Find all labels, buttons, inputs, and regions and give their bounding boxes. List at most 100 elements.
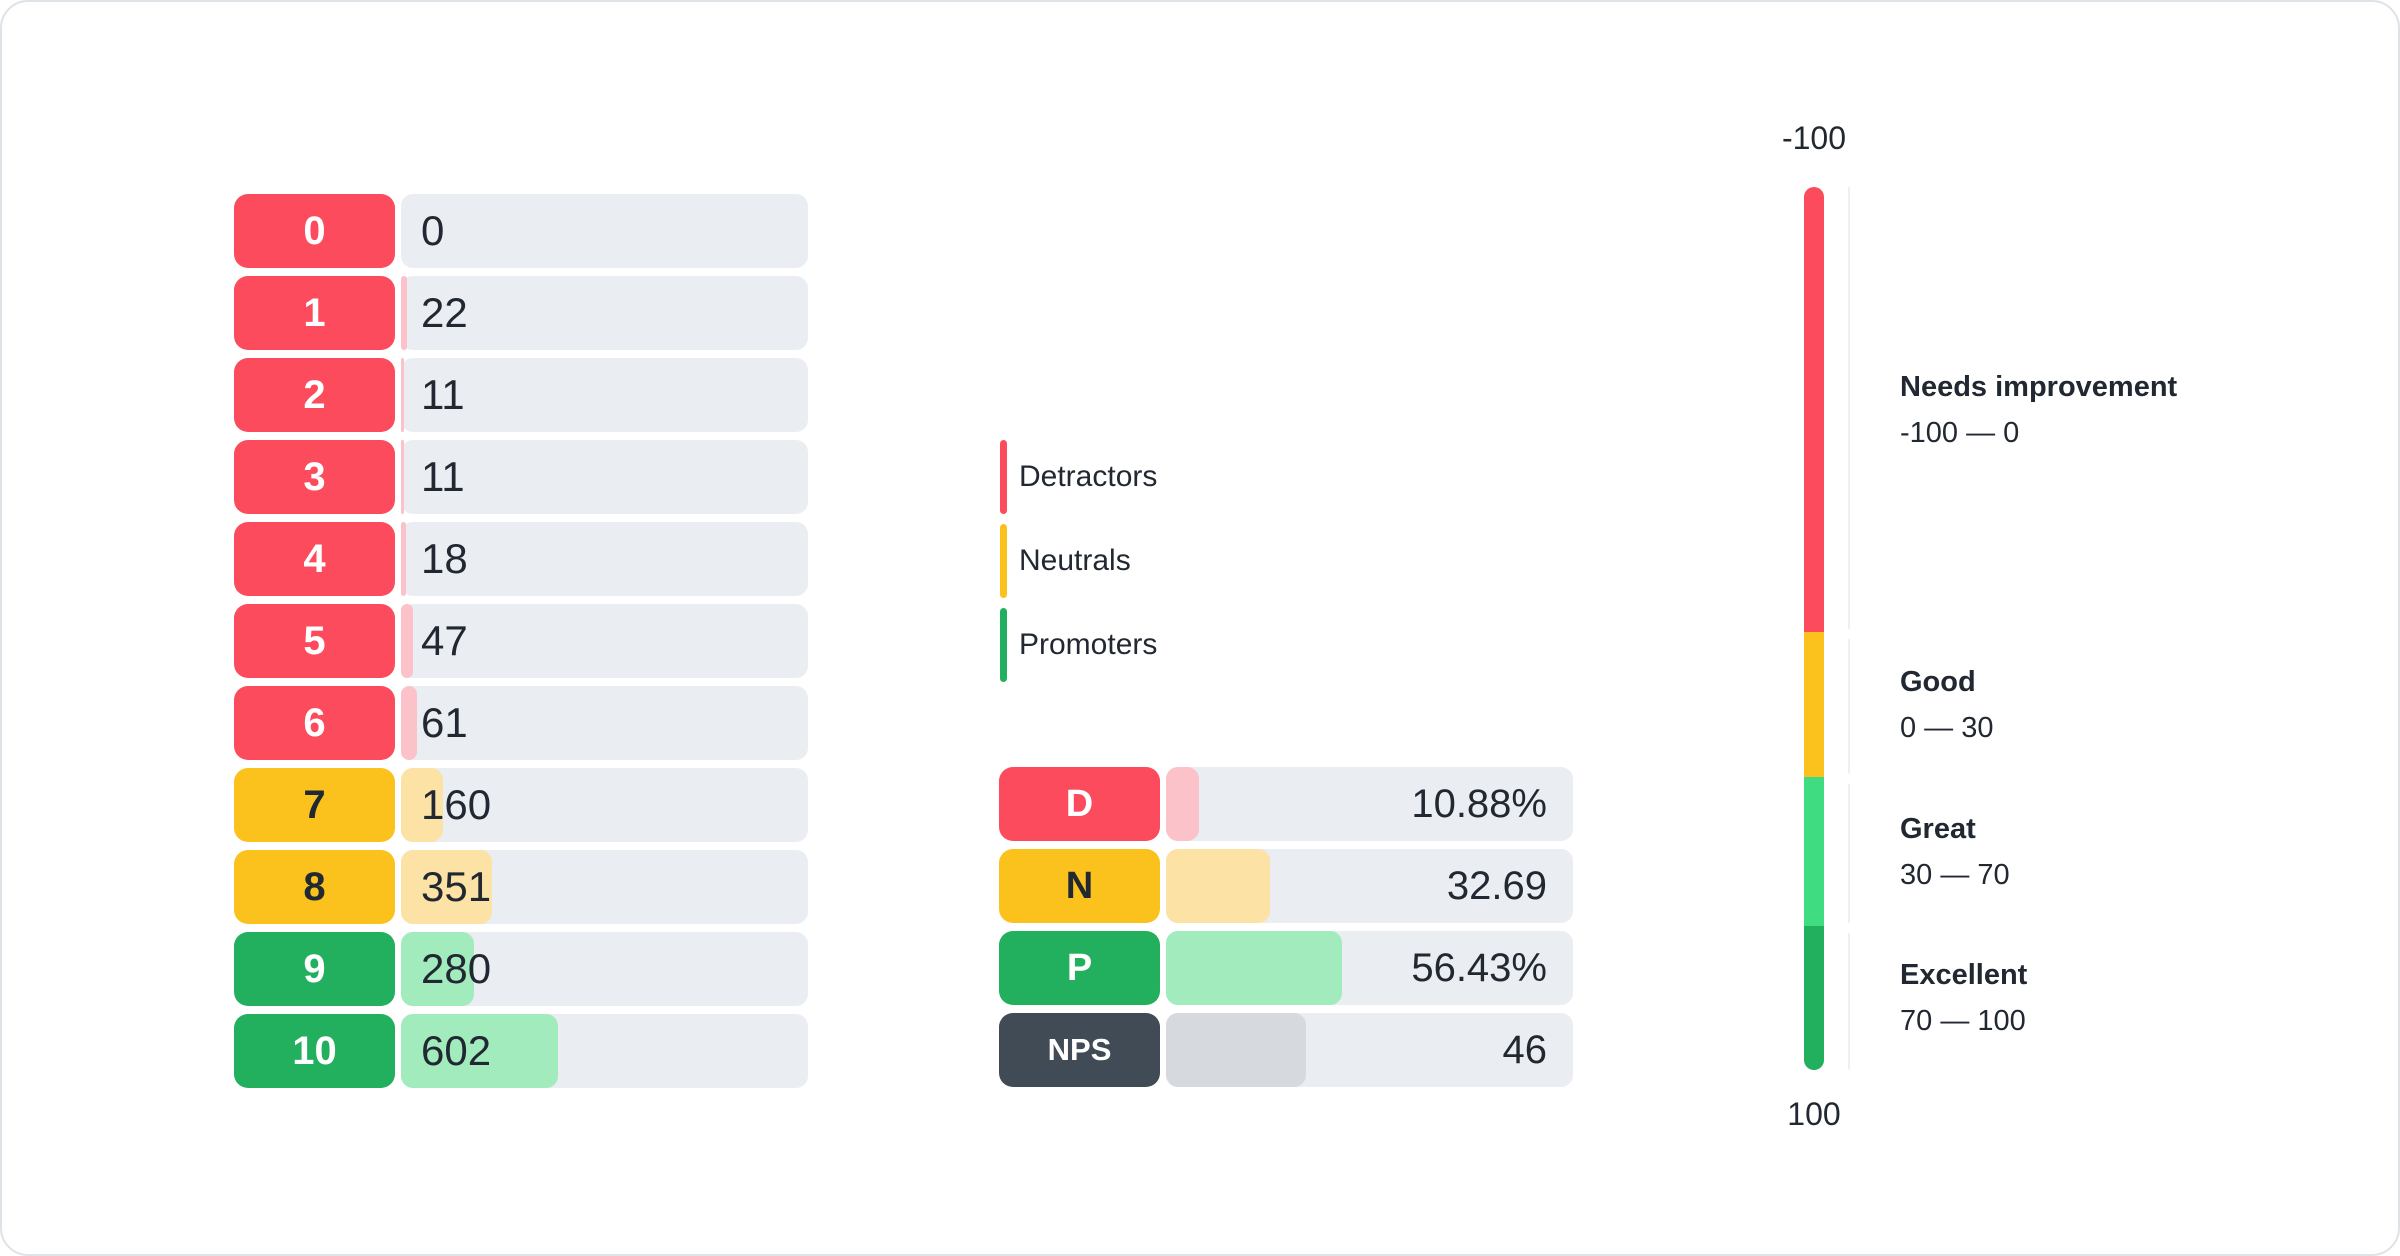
- score-bar-fill: [401, 686, 417, 760]
- summary-bar-fill: [1166, 931, 1342, 1005]
- summary-bar-fill: [1166, 767, 1199, 841]
- score-row: 6 61: [234, 686, 808, 760]
- summary-track: 56.43%: [1166, 931, 1573, 1005]
- gauge-divider-segment: [1848, 639, 1850, 774]
- legend-label: Promoters: [1019, 628, 1158, 661]
- summary-bar-fill: [1166, 1013, 1306, 1087]
- score-bar-fill: [401, 440, 404, 514]
- score-bar-fill: [401, 604, 414, 678]
- legend-label: Neutrals: [1019, 544, 1131, 577]
- score-row: 10 602: [234, 1014, 808, 1088]
- score-bar-fill: [401, 522, 406, 596]
- score-pill: 6: [234, 686, 395, 760]
- summary-chart: D 10.88% N 32.69 P 56.43% NPS 46: [999, 767, 1573, 1087]
- score-pill: 2: [234, 358, 395, 432]
- summary-row: NPS 46: [999, 1013, 1573, 1087]
- score-track: 47: [401, 604, 808, 678]
- gauge-zone-label: Excellent 70 — 100: [1900, 952, 2027, 1044]
- gauge-segment-green_bright: [1804, 777, 1824, 926]
- summary-pill: NPS: [999, 1013, 1160, 1087]
- score-pill: 5: [234, 604, 395, 678]
- score-row: 5 47: [234, 604, 808, 678]
- summary-track: 32.69: [1166, 849, 1573, 923]
- gauge-zone-label: Great 30 — 70: [1900, 806, 2010, 898]
- score-pill: 0: [234, 194, 395, 268]
- score-pill: 8: [234, 850, 395, 924]
- summary-value: 10.88%: [1411, 781, 1547, 826]
- score-track: 61: [401, 686, 808, 760]
- legend: Detractors Neutrals Promoters: [1000, 440, 1157, 682]
- score-pill: 3: [234, 440, 395, 514]
- gauge-min-label: 100: [1787, 1096, 1841, 1132]
- score-count: 160: [421, 781, 492, 828]
- score-count: 22: [421, 289, 468, 336]
- legend-item: Detractors: [1000, 440, 1157, 514]
- score-row: 4 18: [234, 522, 808, 596]
- score-track: 280: [401, 932, 808, 1006]
- summary-value: 46: [1502, 1027, 1548, 1072]
- score-track: 18: [401, 522, 808, 596]
- nps-gauge-bar: [1804, 187, 1824, 1070]
- summary-row: P 56.43%: [999, 931, 1573, 1005]
- detractor-swatch: [1000, 440, 1007, 514]
- score-row: 1 22: [234, 276, 808, 350]
- score-count: 602: [421, 1027, 492, 1074]
- legend-item: Neutrals: [1000, 524, 1157, 598]
- score-pill: 4: [234, 522, 395, 596]
- summary-row: N 32.69: [999, 849, 1573, 923]
- score-row: 7 160: [234, 768, 808, 842]
- gauge-divider-segment: [1848, 187, 1850, 629]
- score-count: 280: [421, 945, 492, 992]
- score-count: 47: [421, 617, 468, 664]
- summary-pill: P: [999, 931, 1160, 1005]
- gauge-zone-label: Needs improvement -100 — 0: [1900, 364, 2177, 456]
- gauge-zone-title: Needs improvement: [1900, 370, 2178, 403]
- score-count: 11: [421, 371, 465, 418]
- score-track: 22: [401, 276, 808, 350]
- gauge-divider-segment: [1848, 933, 1850, 1070]
- score-pill: 1: [234, 276, 395, 350]
- score-bar-fill: [401, 1014, 558, 1088]
- summary-track: 46: [1166, 1013, 1573, 1087]
- gauge-zone-title: Good: [1900, 665, 1976, 698]
- summary-track: 10.88%: [1166, 767, 1573, 841]
- score-track: 0: [401, 194, 808, 268]
- legend-label: Detractors: [1019, 460, 1158, 493]
- gauge-zone-label: Good 0 — 30: [1900, 659, 1994, 751]
- score-pill: 9: [234, 932, 395, 1006]
- score-row: 2 11: [234, 358, 808, 432]
- score-track: 160: [401, 768, 808, 842]
- summary-bar-fill: [1166, 849, 1271, 923]
- score-row: 9 280: [234, 932, 808, 1006]
- gauge-divider-segment: [1848, 784, 1850, 923]
- score-track: 351: [401, 850, 808, 924]
- score-count: 351: [421, 863, 492, 910]
- promoter-swatch: [1000, 608, 1007, 682]
- gauge-zone-title: Excellent: [1900, 959, 2028, 991]
- score-distribution-chart: 0 0 1 22 2 11 3 11 4 18 5 47 6 61 7 160 8 351 9 280 10 602: [234, 194, 808, 1088]
- gauge-zone-range: 70 — 100: [1900, 1005, 2026, 1037]
- score-row: 3 11: [234, 440, 808, 514]
- score-pill: 10: [234, 1014, 395, 1088]
- score-track: 11: [401, 440, 808, 514]
- summary-value: 32.69: [1446, 863, 1547, 908]
- gauge-zone-range: 30 — 70: [1900, 858, 2010, 891]
- score-bar-fill: [401, 850, 493, 924]
- summary-value: 56.43%: [1411, 945, 1547, 990]
- summary-pill: N: [999, 849, 1160, 923]
- score-count: 0: [421, 207, 445, 254]
- score-bar-fill: [401, 932, 474, 1006]
- summary-row: D 10.88%: [999, 767, 1573, 841]
- score-row: 8 351: [234, 850, 808, 924]
- score-track: 602: [401, 1014, 808, 1088]
- score-bar-fill: [401, 276, 407, 350]
- score-count: 61: [421, 699, 468, 746]
- gauge-segment-red: [1804, 187, 1824, 632]
- summary-pill: D: [999, 767, 1160, 841]
- score-count: 18: [421, 535, 468, 582]
- gauge-zone-range: -100 — 0: [1900, 416, 2020, 449]
- score-pill: 7: [234, 768, 395, 842]
- legend-item: Promoters: [1000, 608, 1157, 682]
